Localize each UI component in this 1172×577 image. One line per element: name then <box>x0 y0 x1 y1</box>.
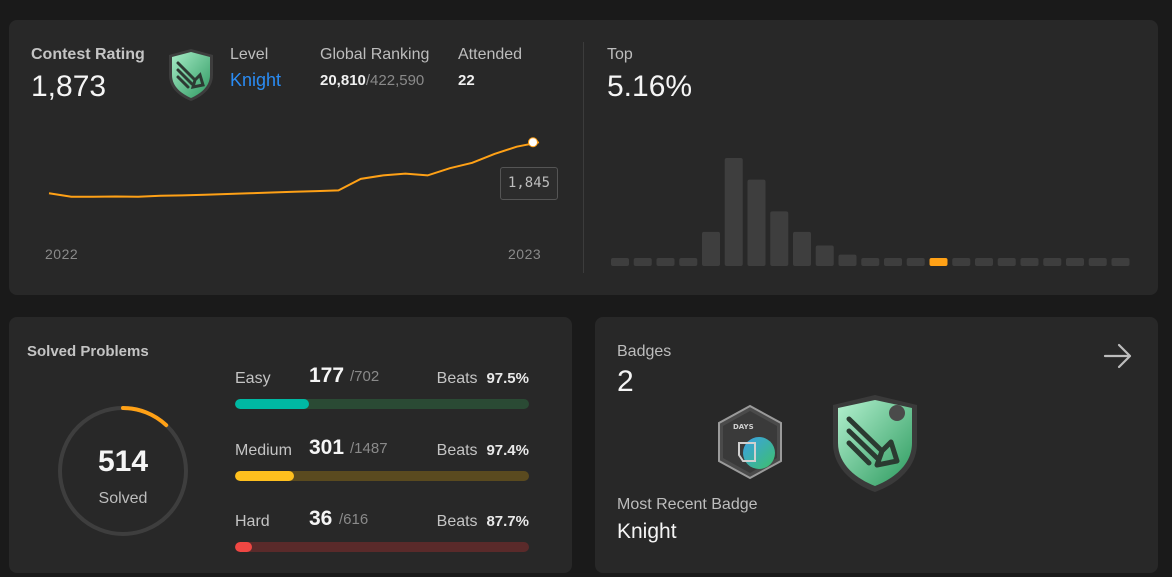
global-rank: 20,810 <box>320 72 366 89</box>
histogram-bar[interactable] <box>952 258 970 266</box>
contest-rating-label: Contest Rating <box>31 46 145 64</box>
histogram-bar[interactable] <box>884 258 902 266</box>
histogram-bar[interactable] <box>861 258 879 266</box>
badges-count: 2 <box>617 365 634 399</box>
histogram-bar[interactable] <box>634 258 652 266</box>
histogram-bar[interactable] <box>725 158 743 266</box>
solved-label: Solved <box>55 490 191 508</box>
difficulty-row-hard[interactable]: Hard 36 /616 Beats 87.7% <box>235 506 535 556</box>
difficulty-row-easy[interactable]: Easy 177 /702 Beats 97.5% <box>235 363 535 413</box>
year-start-label: 2022 <box>45 246 78 262</box>
knight-badge-icon[interactable] <box>165 47 217 103</box>
histogram-bar[interactable] <box>975 258 993 266</box>
easy-beats-label: Beats <box>437 370 478 387</box>
histogram-bar[interactable] <box>1089 258 1107 266</box>
easy-progress-fill <box>235 399 309 409</box>
rating-line-chart[interactable] <box>39 130 559 210</box>
histogram-bar[interactable] <box>1043 258 1061 266</box>
rating-line-series <box>49 142 539 197</box>
histogram-bar[interactable] <box>657 258 675 266</box>
histogram-bar[interactable] <box>998 258 1016 266</box>
solved-problems-card: Solved Problems 514 Solved Easy 177 /702… <box>9 317 572 573</box>
days-badge-icon[interactable]: DAYS <box>715 403 785 481</box>
most-recent-badge-label: Most Recent Badge <box>617 496 758 514</box>
histogram-bar[interactable] <box>679 258 697 266</box>
histogram-bar[interactable] <box>793 232 811 266</box>
rating-tooltip-value: 1,845 <box>501 168 557 199</box>
badges-card: Badges 2 DAYS Most Recent Badge K <box>595 317 1158 573</box>
hard-beats-value: 87.7% <box>486 513 529 530</box>
arrow-right-icon[interactable] <box>1103 341 1133 371</box>
year-end-label: 2023 <box>508 246 541 262</box>
easy-progress-track <box>235 399 529 409</box>
badges-title: Badges <box>617 343 671 361</box>
contest-rating-value: 1,873 <box>31 70 106 104</box>
medium-progress-fill <box>235 471 294 481</box>
histogram-bar[interactable] <box>611 258 629 266</box>
histogram-bar-highlight[interactable] <box>930 258 948 266</box>
histogram-bar[interactable] <box>748 180 766 266</box>
hard-label: Hard <box>235 513 270 531</box>
rating-tooltip: 1,845 <box>500 167 558 200</box>
easy-total: /702 <box>350 368 379 385</box>
medium-beats-value: 97.4% <box>486 442 529 459</box>
hard-progress-fill <box>235 542 252 552</box>
histogram-bar[interactable] <box>770 211 788 266</box>
histogram-bar[interactable] <box>702 232 720 266</box>
top-label: Top <box>607 46 633 64</box>
global-ranking-label: Global Ranking <box>320 46 429 64</box>
level-value: Knight <box>230 70 281 91</box>
solved-problems-title: Solved Problems <box>27 343 149 360</box>
days-badge-text: DAYS <box>733 423 754 431</box>
knight-badge-large-icon[interactable] <box>827 391 923 495</box>
medium-label: Medium <box>235 442 292 460</box>
easy-count: 177 <box>309 364 344 388</box>
histogram-bar[interactable] <box>839 255 857 266</box>
hard-beats: Beats 87.7% <box>437 513 529 531</box>
section-divider <box>583 42 584 273</box>
medium-total: /1487 <box>350 440 388 457</box>
level-label: Level <box>230 46 268 64</box>
histogram-bar[interactable] <box>1112 258 1130 266</box>
total-solved-value: 514 <box>55 445 191 479</box>
attended-value: 22 <box>458 72 475 89</box>
easy-label: Easy <box>235 370 271 388</box>
hard-progress-track <box>235 542 529 552</box>
histogram-bar[interactable] <box>907 258 925 266</box>
medium-count: 301 <box>309 436 344 460</box>
rating-distribution-histogram[interactable] <box>609 150 1134 270</box>
easy-beats: Beats 97.5% <box>437 370 529 388</box>
most-recent-badge-value: Knight <box>617 520 677 544</box>
top-percent-value: 5.16% <box>607 70 692 104</box>
global-total: /422,590 <box>366 72 424 89</box>
rating-current-point <box>529 138 538 147</box>
hard-count: 36 <box>309 507 332 531</box>
hard-beats-label: Beats <box>437 513 478 530</box>
histogram-bar[interactable] <box>1066 258 1084 266</box>
global-ranking-value: 20,810/422,590 <box>320 72 424 90</box>
difficulty-row-medium[interactable]: Medium 301 /1487 Beats 97.4% <box>235 435 535 485</box>
medium-progress-track <box>235 471 529 481</box>
medium-beats: Beats 97.4% <box>437 442 529 460</box>
attended-label: Attended <box>458 46 522 64</box>
medium-beats-label: Beats <box>437 442 478 459</box>
histogram-bar[interactable] <box>1021 258 1039 266</box>
easy-beats-value: 97.5% <box>486 370 529 387</box>
histogram-bar[interactable] <box>816 246 834 266</box>
hard-total: /616 <box>339 511 368 528</box>
contest-rating-card: Contest Rating 1,873 Level Knight Global… <box>9 20 1158 295</box>
